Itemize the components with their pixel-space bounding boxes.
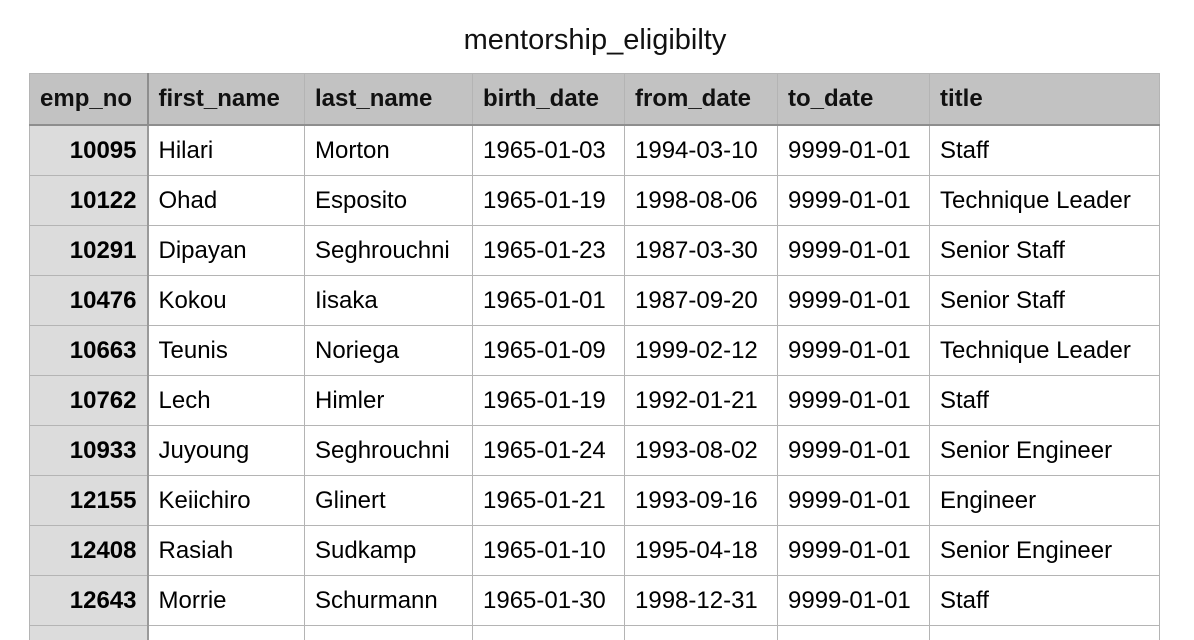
cell-last-name[interactable]: Schurmann xyxy=(305,576,473,626)
cell-birth-date[interactable]: 1965-01-30 xyxy=(473,576,625,626)
table-row: 12155 Keiichiro Glinert 1965-01-21 1993-… xyxy=(30,476,1160,526)
cell-last-name[interactable]: Morton xyxy=(305,125,473,176)
cell-first-name[interactable]: Hilari xyxy=(148,125,305,176)
cell-emp-no[interactable]: 10095 xyxy=(30,125,148,176)
cell-from-date[interactable]: 1994-03-10 xyxy=(625,125,778,176)
column-header-title[interactable]: title xyxy=(930,74,1160,126)
cell-first-name[interactable]: Lech xyxy=(148,376,305,426)
cell-from-date[interactable]: 1992-01-21 xyxy=(625,376,778,426)
cell-from-date[interactable]: 1998-08-06 xyxy=(625,176,778,226)
cell-emp-no[interactable]: 12155 xyxy=(30,476,148,526)
cell-to-date[interactable]: 9999-01-01 xyxy=(778,176,930,226)
table-row: 10663 Teunis Noriega 1965-01-09 1999-02-… xyxy=(30,326,1160,376)
column-header-last-name[interactable]: last_name xyxy=(305,74,473,126)
cell-title[interactable]: Senior Engineer xyxy=(930,526,1160,576)
cell-to-date[interactable]: 9999-01-01 xyxy=(778,526,930,576)
cell-from-date[interactable]: 1987-03-30 xyxy=(625,226,778,276)
cell-birth-date[interactable]: 1965-01-24 xyxy=(473,426,625,476)
cell-to-date[interactable]: 9999-01-01 xyxy=(778,276,930,326)
cell-title[interactable]: Senior Staff xyxy=(930,226,1160,276)
cell-emp-no[interactable]: 10476 xyxy=(30,276,148,326)
cell-emp-no[interactable]: 12408 xyxy=(30,526,148,576)
cell-to-date[interactable]: 9999-01-01 xyxy=(778,226,930,276)
column-header-from-date[interactable]: from_date xyxy=(625,74,778,126)
cell-last-name[interactable]: Seghrouchni xyxy=(305,426,473,476)
header-row: emp_no first_name last_name birth_date f… xyxy=(30,74,1160,126)
cell-emp-no[interactable]: 10122 xyxy=(30,176,148,226)
cell-birth-date[interactable]: 1965-01-01 xyxy=(473,276,625,326)
cell-last-name[interactable] xyxy=(305,626,473,640)
cell-emp-no[interactable]: 12643 xyxy=(30,576,148,626)
cell-first-name[interactable]: Dipayan xyxy=(148,226,305,276)
cell-birth-date[interactable]: 1965-01-10 xyxy=(473,526,625,576)
cell-first-name[interactable]: Morrie xyxy=(148,576,305,626)
cell-last-name[interactable]: Himler xyxy=(305,376,473,426)
cell-birth-date[interactable]: 1965-01-09 xyxy=(473,326,625,376)
cell-title[interactable]: Technique Leader xyxy=(930,326,1160,376)
cell-title[interactable]: Staff xyxy=(930,376,1160,426)
cell-to-date[interactable] xyxy=(778,626,930,640)
table-row: 10291 Dipayan Seghrouchni 1965-01-23 198… xyxy=(30,226,1160,276)
sheet-title: mentorship_eligibilty xyxy=(0,22,1190,58)
cell-birth-date[interactable]: 1965-01-21 xyxy=(473,476,625,526)
cell-first-name[interactable]: Juyoung xyxy=(148,426,305,476)
cell-title[interactable] xyxy=(930,626,1160,640)
cell-last-name[interactable]: Sudkamp xyxy=(305,526,473,576)
cell-first-name[interactable]: Ohad xyxy=(148,176,305,226)
cell-from-date[interactable]: 1999-02-12 xyxy=(625,326,778,376)
cell-first-name[interactable]: Rasiah xyxy=(148,526,305,576)
cell-from-date[interactable]: 1993-09-16 xyxy=(625,476,778,526)
cell-birth-date[interactable]: 1965-01-19 xyxy=(473,376,625,426)
cell-title[interactable]: Engineer xyxy=(930,476,1160,526)
table-row-partial xyxy=(30,626,1160,640)
column-header-emp-no[interactable]: emp_no xyxy=(30,74,148,126)
cell-first-name[interactable]: Kokou xyxy=(148,276,305,326)
column-header-to-date[interactable]: to_date xyxy=(778,74,930,126)
cell-first-name[interactable] xyxy=(148,626,305,640)
cell-birth-date[interactable] xyxy=(473,626,625,640)
cell-birth-date[interactable]: 1965-01-23 xyxy=(473,226,625,276)
cell-last-name[interactable]: Esposito xyxy=(305,176,473,226)
cell-to-date[interactable]: 9999-01-01 xyxy=(778,576,930,626)
table-row: 10476 Kokou Iisaka 1965-01-01 1987-09-20… xyxy=(30,276,1160,326)
cell-title[interactable]: Senior Staff xyxy=(930,276,1160,326)
table-row: 10095 Hilari Morton 1965-01-03 1994-03-1… xyxy=(30,125,1160,176)
cell-to-date[interactable]: 9999-01-01 xyxy=(778,326,930,376)
cell-last-name[interactable]: Noriega xyxy=(305,326,473,376)
cell-emp-no[interactable]: 10291 xyxy=(30,226,148,276)
cell-to-date[interactable]: 9999-01-01 xyxy=(778,426,930,476)
cell-last-name[interactable]: Glinert xyxy=(305,476,473,526)
table-row: 12408 Rasiah Sudkamp 1965-01-10 1995-04-… xyxy=(30,526,1160,576)
cell-title[interactable]: Staff xyxy=(930,576,1160,626)
cell-to-date[interactable]: 9999-01-01 xyxy=(778,125,930,176)
cell-emp-no[interactable] xyxy=(30,626,148,640)
cell-title[interactable]: Staff xyxy=(930,125,1160,176)
cell-to-date[interactable]: 9999-01-01 xyxy=(778,476,930,526)
data-table: emp_no first_name last_name birth_date f… xyxy=(29,73,1160,640)
table-row: 12643 Morrie Schurmann 1965-01-30 1998-1… xyxy=(30,576,1160,626)
cell-to-date[interactable]: 9999-01-01 xyxy=(778,376,930,426)
cell-birth-date[interactable]: 1965-01-03 xyxy=(473,125,625,176)
cell-last-name[interactable]: Seghrouchni xyxy=(305,226,473,276)
cell-emp-no[interactable]: 10933 xyxy=(30,426,148,476)
cell-first-name[interactable]: Keiichiro xyxy=(148,476,305,526)
table-row: 10762 Lech Himler 1965-01-19 1992-01-21 … xyxy=(30,376,1160,426)
cell-emp-no[interactable]: 10663 xyxy=(30,326,148,376)
cell-from-date[interactable]: 1993-08-02 xyxy=(625,426,778,476)
cell-first-name[interactable]: Teunis xyxy=(148,326,305,376)
cell-from-date[interactable] xyxy=(625,626,778,640)
table-row: 10122 Ohad Esposito 1965-01-19 1998-08-0… xyxy=(30,176,1160,226)
cell-from-date[interactable]: 1995-04-18 xyxy=(625,526,778,576)
column-header-first-name[interactable]: first_name xyxy=(148,74,305,126)
cell-birth-date[interactable]: 1965-01-19 xyxy=(473,176,625,226)
cell-from-date[interactable]: 1998-12-31 xyxy=(625,576,778,626)
cell-title[interactable]: Technique Leader xyxy=(930,176,1160,226)
cell-from-date[interactable]: 1987-09-20 xyxy=(625,276,778,326)
cell-emp-no[interactable]: 10762 xyxy=(30,376,148,426)
table-row: 10933 Juyoung Seghrouchni 1965-01-24 199… xyxy=(30,426,1160,476)
cell-last-name[interactable]: Iisaka xyxy=(305,276,473,326)
cell-title[interactable]: Senior Engineer xyxy=(930,426,1160,476)
column-header-birth-date[interactable]: birth_date xyxy=(473,74,625,126)
